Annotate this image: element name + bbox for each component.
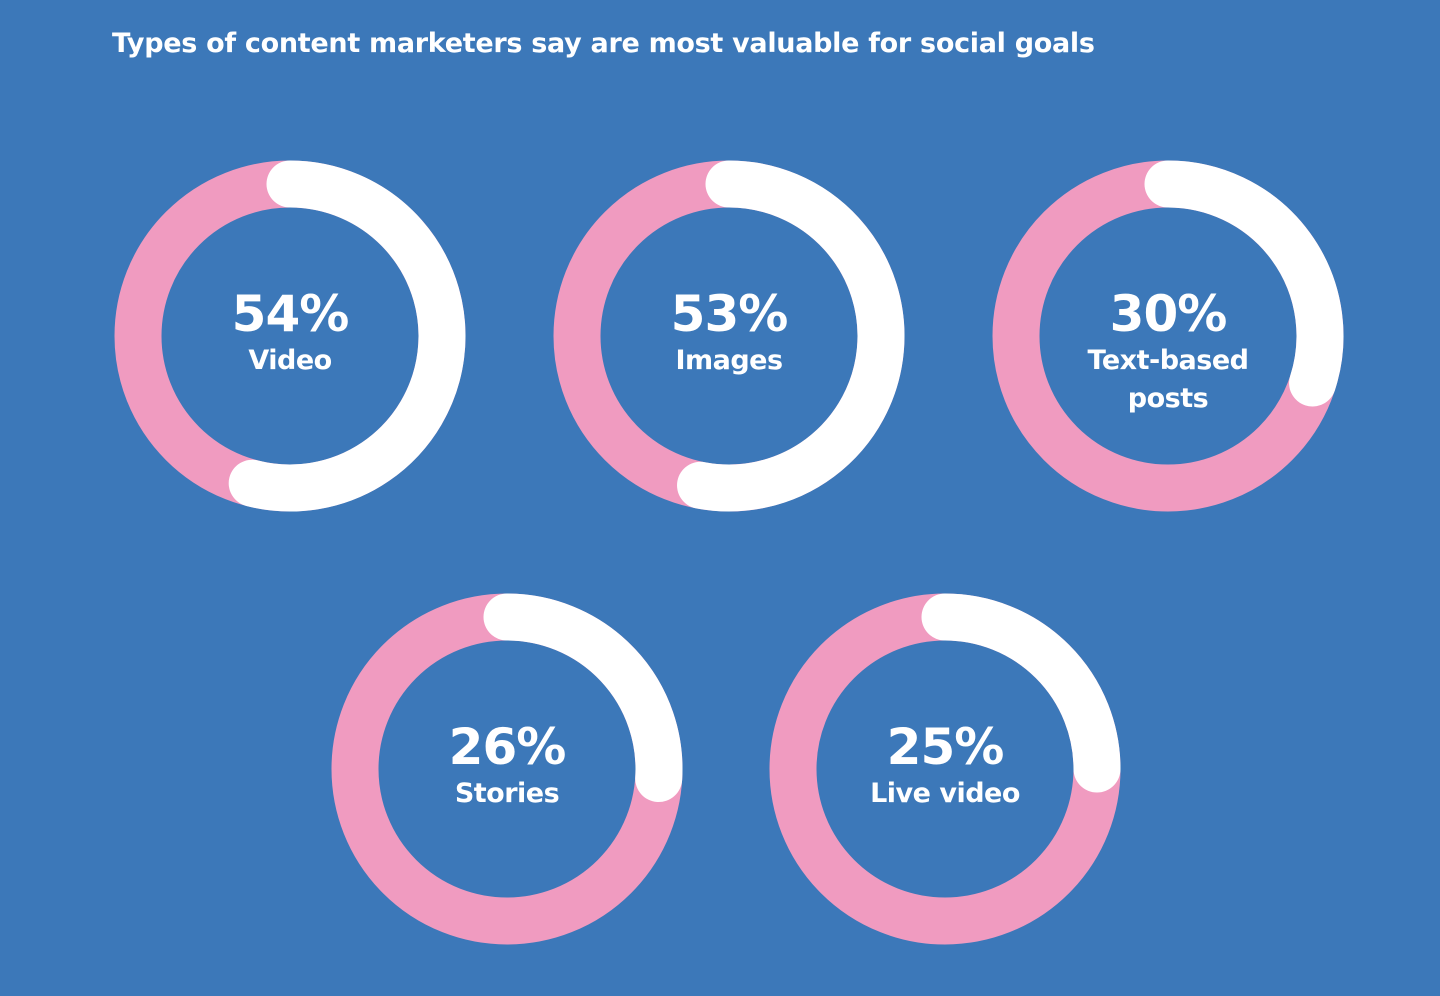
ring-center: 30% Text-based posts [1063, 286, 1273, 418]
ring-center: 53% Images [624, 286, 834, 380]
category-label: Video [248, 345, 332, 376]
value-label: 25% [886, 718, 1005, 776]
ring-value-arc [677, 160, 905, 512]
category-label: Live video [870, 778, 1020, 809]
ring-value-arc [483, 593, 683, 803]
value-label: 26% [448, 718, 567, 776]
ring-center: 25% Live video [840, 719, 1050, 813]
category-label: Stories [454, 778, 560, 809]
value-label: 30% [1109, 285, 1228, 343]
ring-value-arc [1144, 160, 1344, 407]
ring-value-arc [228, 160, 466, 512]
ring-value-arc [921, 593, 1121, 793]
ring-center: 54% Video [185, 286, 395, 380]
chart-title: Types of content marketers say are most … [112, 28, 1095, 59]
value-label: 54% [231, 285, 350, 343]
value-label: 53% [670, 285, 789, 343]
ring-center: 26% Stories [402, 719, 612, 813]
category-label: Images [675, 345, 783, 376]
category-label: Text-based posts [1087, 345, 1249, 414]
